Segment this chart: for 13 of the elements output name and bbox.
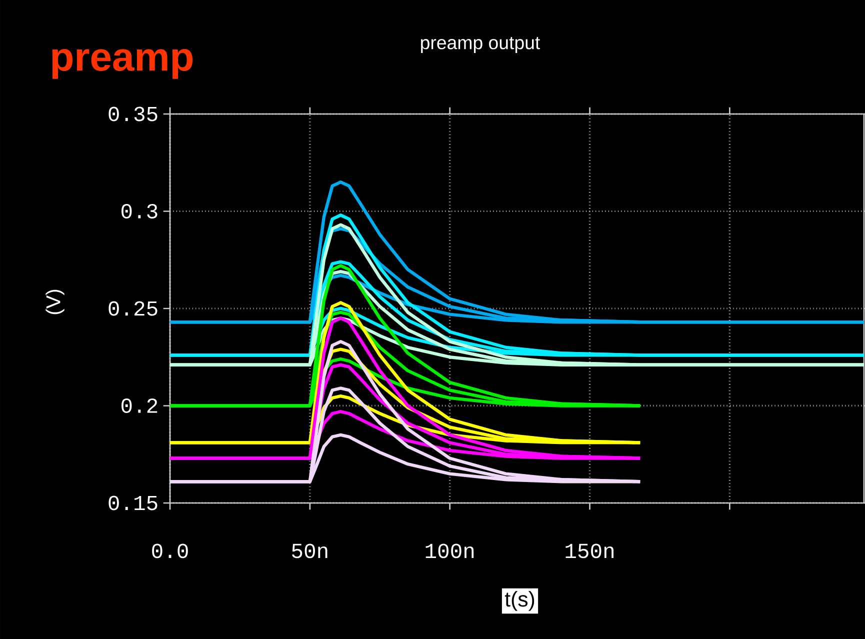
y-tick-label: 0.35 <box>108 106 158 122</box>
x-tick-label: 50n <box>292 544 328 558</box>
y-tick-label: 0.15 <box>108 496 158 510</box>
chart-title: preamp output <box>421 37 540 53</box>
y-tick-label: 0.25 <box>108 301 158 316</box>
x-tick-label: 150n <box>566 544 614 558</box>
text: preamp <box>52 49 193 79</box>
y-tick-label: 0.2 <box>122 398 158 413</box>
x-tick-label: 0.0 <box>152 544 188 558</box>
y-axis-title: (V) <box>46 290 64 314</box>
x-tick-label: 100n <box>426 544 474 558</box>
x-axis-title: t(s) <box>504 591 534 611</box>
y-tick-label: 0.3 <box>122 204 158 218</box>
